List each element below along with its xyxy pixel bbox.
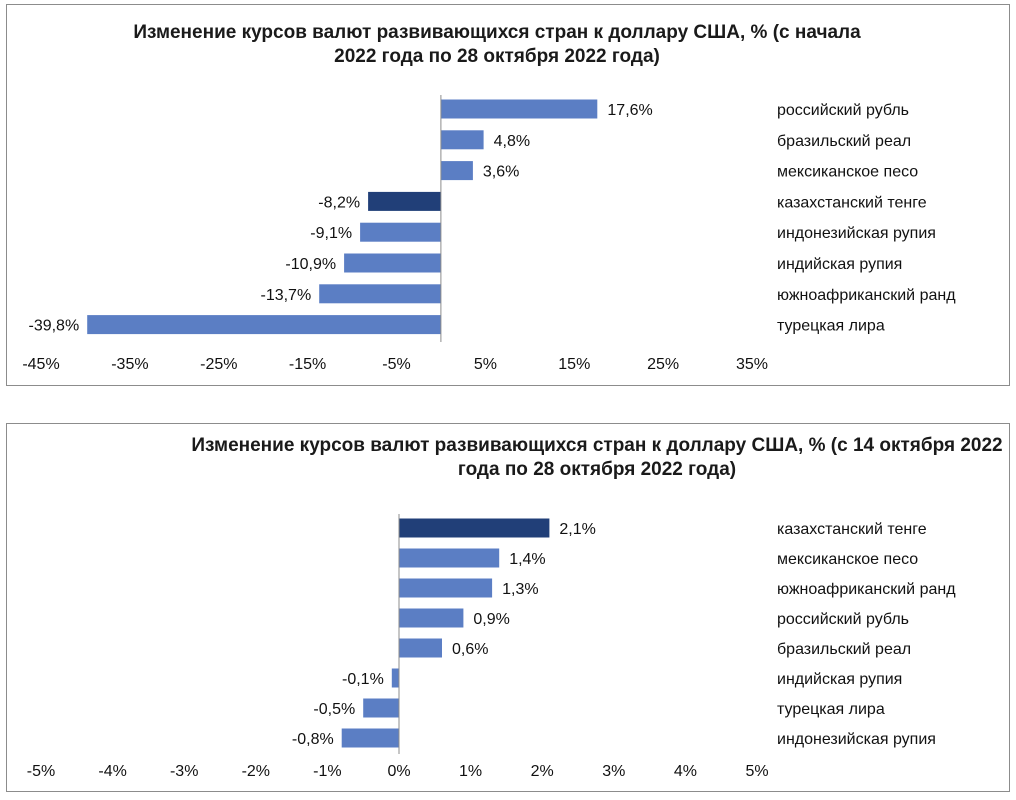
x-tick-label: -5% bbox=[382, 356, 410, 373]
bar bbox=[391, 668, 399, 688]
bar bbox=[319, 284, 441, 304]
bar bbox=[399, 548, 500, 568]
x-tick-label: 5% bbox=[745, 763, 768, 780]
category-label: казахстанский тенге bbox=[777, 194, 927, 211]
data-label: 17,6% bbox=[607, 102, 652, 119]
category-label: российский рубль bbox=[777, 611, 909, 628]
x-tick-label: -35% bbox=[111, 356, 148, 373]
category-label: южноафриканский ранд bbox=[777, 581, 956, 598]
x-tick-label: 5% bbox=[474, 356, 497, 373]
chart-title: Изменение курсов валют развивающихся стр… bbox=[133, 22, 861, 67]
x-tick-label: 1% bbox=[459, 763, 482, 780]
category-label: бразильский реал bbox=[777, 641, 911, 658]
data-label: -13,7% bbox=[260, 287, 311, 304]
data-label: 4,8% bbox=[494, 133, 530, 150]
x-tick-label: 25% bbox=[647, 356, 679, 373]
data-label: -0,5% bbox=[313, 701, 355, 718]
bar bbox=[344, 253, 441, 273]
data-label: 0,6% bbox=[452, 641, 488, 658]
category-label: мексиканское песо bbox=[777, 164, 918, 181]
bar bbox=[368, 191, 441, 211]
x-tick-label: 4% bbox=[674, 763, 697, 780]
category-label: российский рубль bbox=[777, 102, 909, 119]
bar bbox=[399, 518, 550, 538]
bar bbox=[87, 315, 441, 335]
x-tick-label: 15% bbox=[558, 356, 590, 373]
category-label: индонезийская рупия bbox=[777, 731, 936, 748]
x-tick-label: -5% bbox=[27, 763, 55, 780]
category-label: южноафриканский ранд bbox=[777, 287, 956, 304]
x-tick-label: 3% bbox=[602, 763, 625, 780]
x-tick-label: -1% bbox=[313, 763, 341, 780]
category-label: казахстанский тенге bbox=[777, 521, 927, 538]
bar bbox=[399, 578, 493, 598]
category-label: индийская рупия bbox=[777, 256, 902, 273]
bar-chart-ytd: 17,6% российский рубль 4,8% бразильский реа… bbox=[22, 95, 956, 373]
data-label: 1,3% bbox=[502, 581, 538, 598]
category-label: турецкая лира bbox=[777, 318, 885, 335]
category-label: турецкая лира bbox=[777, 701, 885, 718]
data-label: -9,1% bbox=[310, 225, 352, 242]
data-label: 2,1% bbox=[559, 521, 595, 538]
data-label: -8,2% bbox=[318, 194, 360, 211]
category-label: индонезийская рупия bbox=[777, 225, 936, 242]
bar bbox=[440, 161, 473, 181]
category-label: бразильский реал bbox=[777, 133, 911, 150]
data-label: 1,4% bbox=[509, 551, 545, 568]
data-label: 0,9% bbox=[473, 611, 509, 628]
bar bbox=[399, 638, 442, 658]
x-tick-label: -3% bbox=[170, 763, 198, 780]
data-label: -39,8% bbox=[28, 318, 79, 335]
data-label: 3,6% bbox=[483, 164, 519, 181]
bar bbox=[341, 728, 399, 748]
x-tick-label: 2% bbox=[531, 763, 554, 780]
x-tick-label: -25% bbox=[200, 356, 237, 373]
data-label: -0,8% bbox=[292, 731, 334, 748]
chart-panel-ytd: Изменение курсов валют развивающихся стр… bbox=[6, 4, 1010, 386]
bar bbox=[440, 130, 484, 150]
x-tick-label: -45% bbox=[22, 356, 59, 373]
data-label: -0,1% bbox=[342, 671, 384, 688]
x-tick-label: 0% bbox=[387, 763, 410, 780]
bar bbox=[440, 99, 598, 119]
category-label: мексиканское песо bbox=[777, 551, 918, 568]
bar bbox=[363, 698, 399, 718]
data-label: -10,9% bbox=[285, 256, 336, 273]
bar-chart-two-weeks: 2,1% казахстанский тенге 1,4% мексиканское … bbox=[27, 514, 956, 780]
x-tick-label: -4% bbox=[98, 763, 126, 780]
category-label: индийская рупия bbox=[777, 671, 902, 688]
bar bbox=[360, 222, 441, 242]
chart-title: Изменение курсов валют развивающихся стр… bbox=[191, 435, 1003, 480]
x-tick-label: -2% bbox=[242, 763, 270, 780]
chart-panel-two-weeks: Изменение курсов валют развивающихся стр… bbox=[6, 423, 1010, 792]
x-tick-label: -15% bbox=[289, 356, 326, 373]
x-tick-label: 35% bbox=[736, 356, 768, 373]
bar bbox=[399, 608, 464, 628]
